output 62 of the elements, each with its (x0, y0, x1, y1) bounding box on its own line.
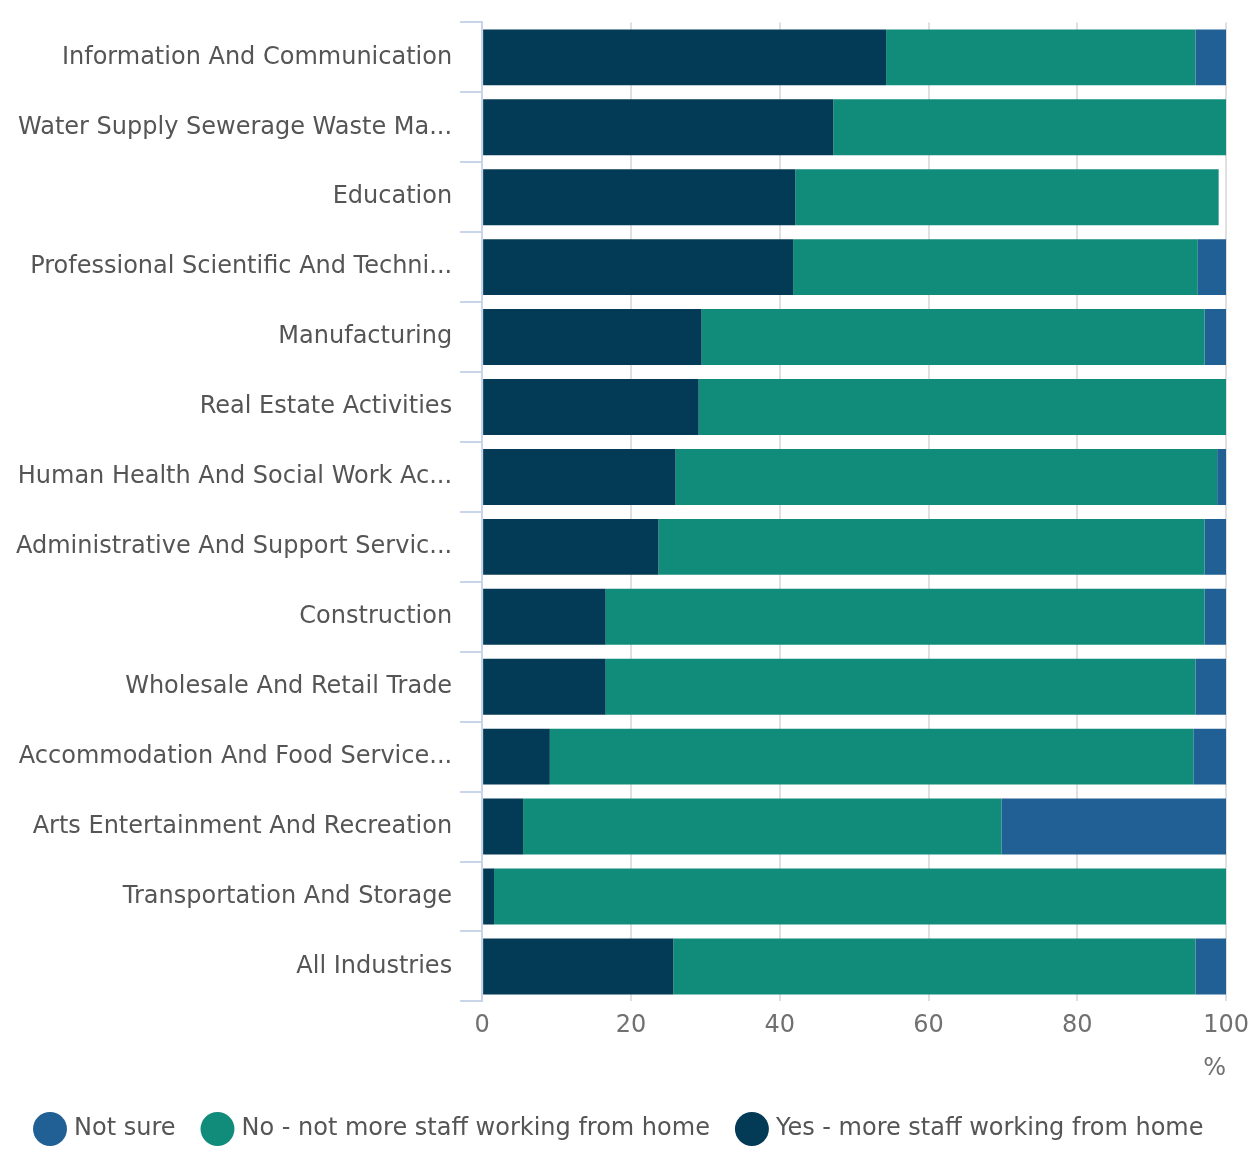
x-tick-label: 40 (764, 1010, 795, 1039)
bar (483, 379, 699, 435)
bar (1217, 448, 1227, 505)
legend-label: Not sure (74, 1113, 176, 1142)
bar (795, 169, 1219, 226)
bar (483, 798, 524, 855)
bar (1193, 728, 1227, 785)
bar (1204, 309, 1227, 366)
y-tick-label: Wholesale And Retail Trade (125, 670, 453, 699)
x-axis-title: % (1203, 1052, 1227, 1081)
bar (1195, 938, 1227, 995)
y-tick-label: Human Health And Social Work Ac... (17, 461, 453, 490)
bar (1195, 658, 1227, 715)
bar (605, 588, 1205, 645)
bar (605, 658, 1196, 715)
bar (483, 588, 606, 645)
bar (483, 29, 887, 86)
bar (483, 518, 659, 575)
bar (494, 868, 1227, 925)
bar (483, 938, 674, 995)
y-tick-label: Transportation And Storage (121, 880, 453, 909)
y-tick-label: Real Estate Activities (199, 391, 453, 420)
bar (658, 518, 1205, 575)
legend-label: Yes - more staff working from home (774, 1113, 1204, 1142)
bar (886, 29, 1196, 86)
bar (833, 99, 1227, 156)
y-tick-label: Administrative And Support Servic... (16, 531, 453, 560)
bar (793, 239, 1198, 296)
bar (483, 169, 796, 226)
bar (483, 239, 794, 296)
bar (698, 379, 1227, 435)
bar (1204, 588, 1227, 645)
bar (483, 448, 676, 505)
x-tick-label: 0 (474, 1010, 490, 1039)
bar (675, 448, 1218, 505)
bar (483, 868, 495, 925)
y-tick-label: Water Supply Sewerage Waste Ma... (18, 111, 453, 140)
y-tick-label: All Industries (296, 950, 453, 979)
bar (1195, 29, 1227, 86)
y-tick-label: Professional Scientific And Techni... (30, 251, 453, 280)
bar (483, 728, 550, 785)
bar (1197, 239, 1227, 296)
bar (673, 938, 1196, 995)
bar (483, 309, 702, 366)
bar (1204, 518, 1227, 575)
bar (483, 658, 606, 715)
y-tick-label: Arts Entertainment And Recreation (32, 810, 453, 839)
y-tick-label: Accommodation And Food Service... (18, 740, 453, 769)
y-tick-label: Construction (299, 601, 453, 630)
x-tick-label: 80 (1062, 1010, 1093, 1039)
y-tick-label: Manufacturing (278, 321, 453, 350)
bar (1001, 798, 1227, 855)
x-tick-label: 20 (615, 1010, 647, 1039)
bar (549, 728, 1194, 785)
y-tick-label: Information And Communication (61, 41, 453, 70)
x-tick-label: 100 (1203, 1010, 1249, 1039)
y-tick-label: Education (332, 181, 453, 210)
bar (483, 99, 834, 156)
bar (523, 798, 1002, 855)
x-tick-label: 60 (913, 1010, 944, 1039)
legend-label: No - not more staff working from home (241, 1113, 710, 1142)
bar (701, 309, 1205, 366)
